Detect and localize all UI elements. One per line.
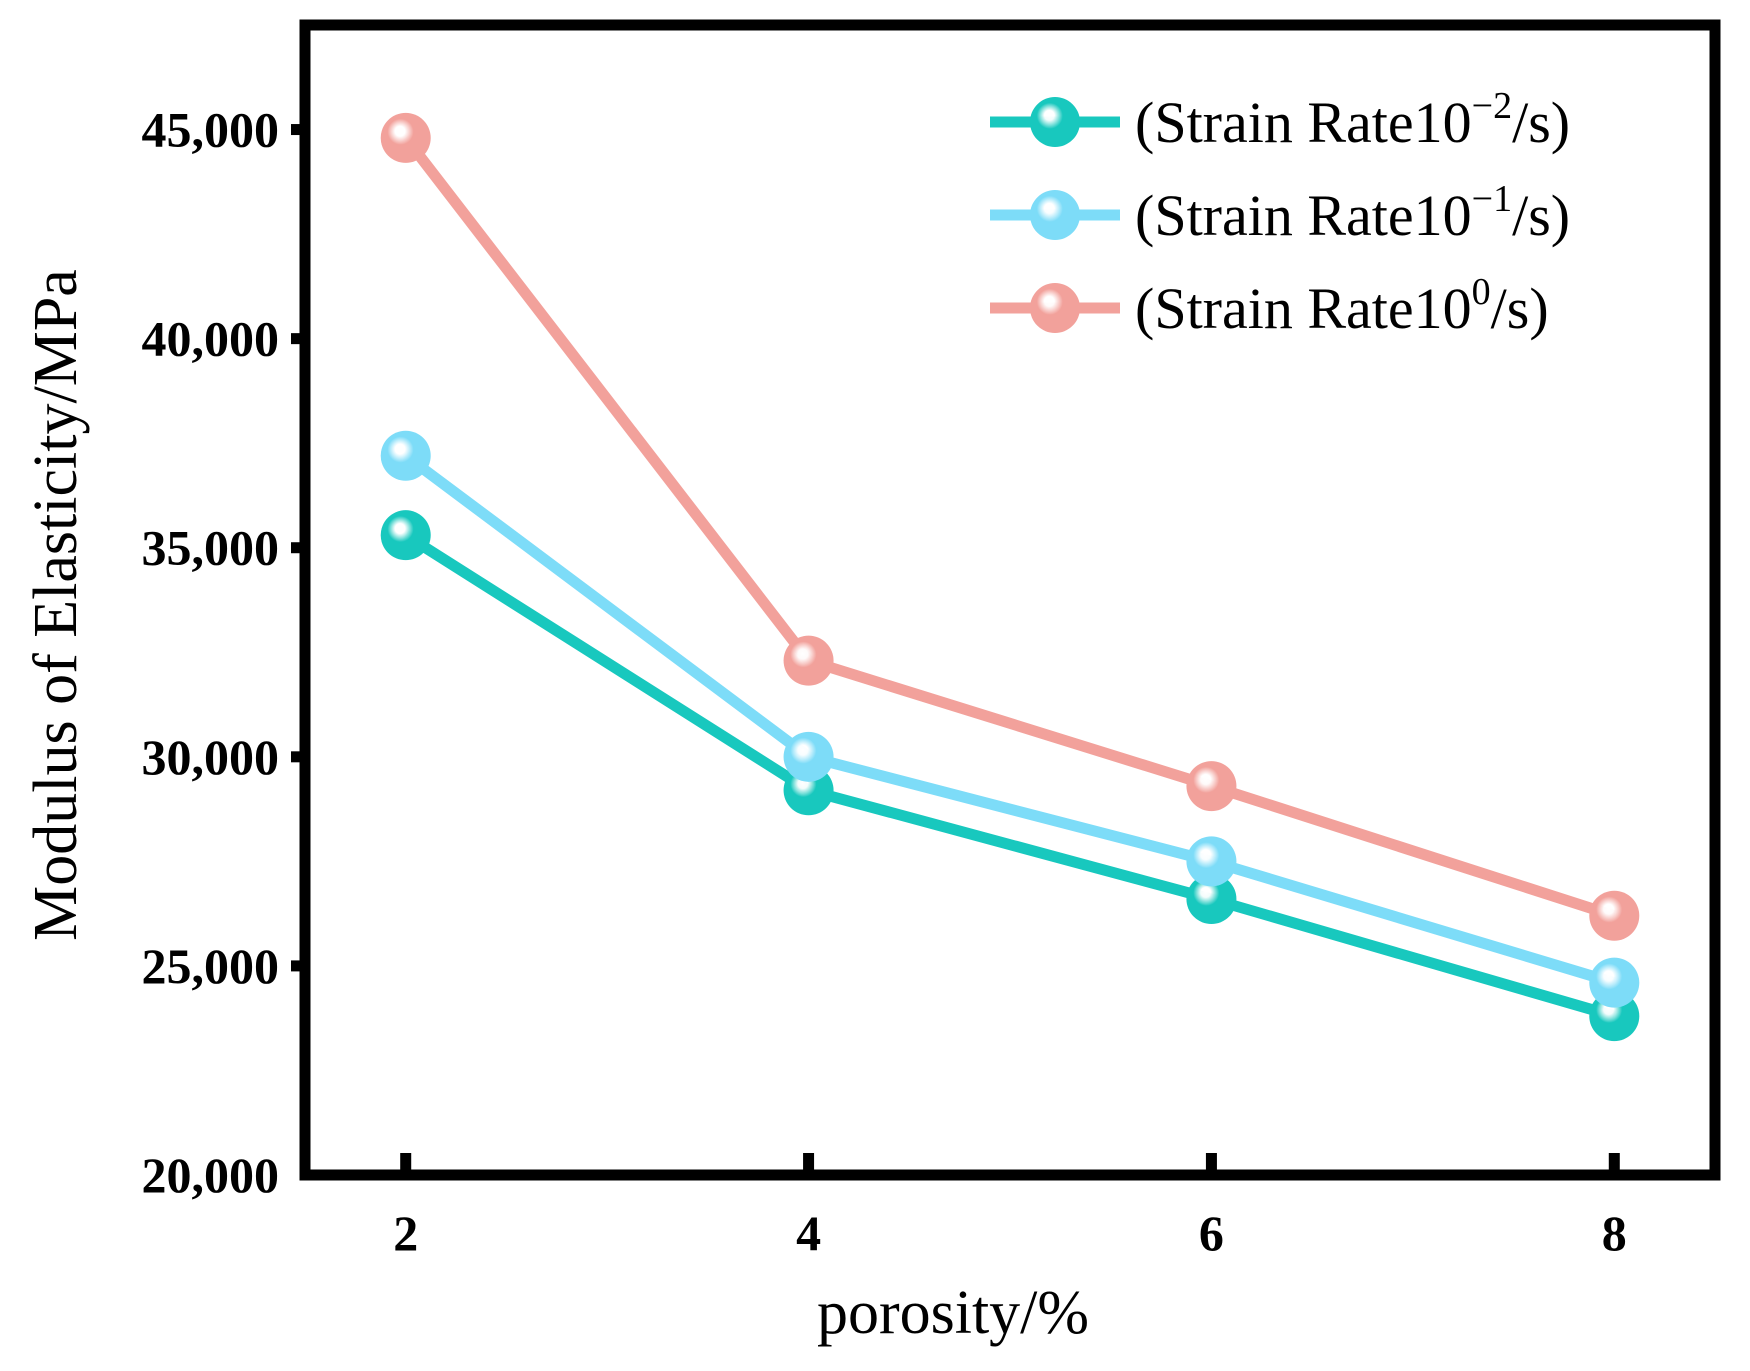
legend-entry-1: (Strain Rate10−2/s) <box>990 85 1570 155</box>
legend-label-base: (Strain Rate10 <box>1135 276 1472 341</box>
x-tick-label: 2 <box>393 1205 418 1261</box>
legend-label-exponent: −2 <box>1472 85 1512 127</box>
y-tick-label: 35,000 <box>142 520 280 576</box>
series-line-1 <box>402 530 1616 1022</box>
data-point-s2-x6 <box>1186 836 1237 887</box>
x-tick-label: 6 <box>1199 1205 1224 1261</box>
data-point-s3-x4 <box>783 635 834 686</box>
series-line-2 <box>402 451 1616 988</box>
x-axis: 2 4 6 8 <box>393 1153 1627 1261</box>
plot-frame <box>299 19 1721 1181</box>
y-tick-label: 40,000 <box>142 311 280 367</box>
series-layer <box>380 112 1640 1042</box>
legend-entry-3: (Strain Rate100/s) <box>990 271 1549 341</box>
x-tick-label: 8 <box>1602 1205 1627 1261</box>
y-tick-label: 30,000 <box>142 729 280 785</box>
data-point-s3-x2 <box>380 112 431 163</box>
legend-label-base: (Strain Rate10 <box>1135 183 1472 248</box>
data-point-s3-x6 <box>1186 761 1237 812</box>
y-axis-title: Modulus of Elasticity/MPa <box>22 269 90 941</box>
series-line-3 <box>401 134 1616 921</box>
legend-marker <box>1030 283 1080 333</box>
y-tick-label: 45,000 <box>142 102 280 158</box>
x-tick-label: 4 <box>796 1205 821 1261</box>
legend: (Strain Rate10−2/s)(Strain Rate10−1/s)(S… <box>990 85 1570 341</box>
x-axis-title: porosity/% <box>817 1279 1089 1347</box>
legend-label: (Strain Rate10−2/s) <box>1135 85 1570 155</box>
legend-label-exponent: 0 <box>1472 271 1491 313</box>
legend-label-base: (Strain Rate10 <box>1135 90 1472 155</box>
legend-marker <box>1030 190 1080 240</box>
legend-entry-2: (Strain Rate10−1/s) <box>990 178 1570 248</box>
y-tick-label: 25,000 <box>142 938 280 994</box>
legend-label-unit: /s) <box>1491 276 1549 341</box>
data-point-s2-x8 <box>1589 957 1640 1008</box>
y-tick-label: 20,000 <box>142 1147 280 1203</box>
legend-label: (Strain Rate100/s) <box>1135 271 1549 341</box>
data-point-s1-x2 <box>380 510 431 561</box>
legend-label-unit: /s) <box>1512 90 1570 155</box>
legend-label-unit: /s) <box>1512 183 1570 248</box>
legend-label-exponent: −1 <box>1472 178 1512 220</box>
data-point-s2-x4 <box>783 731 834 782</box>
data-point-s1-x6 <box>1186 874 1237 924</box>
data-point-s3-x8 <box>1589 890 1640 941</box>
legend-label: (Strain Rate10−1/s) <box>1135 178 1570 248</box>
y-axis: 20,000 25,000 30,000 35,000 40,000 45,000 <box>142 102 305 1203</box>
data-point-s2-x2 <box>380 430 431 481</box>
legend-marker <box>1030 97 1080 147</box>
